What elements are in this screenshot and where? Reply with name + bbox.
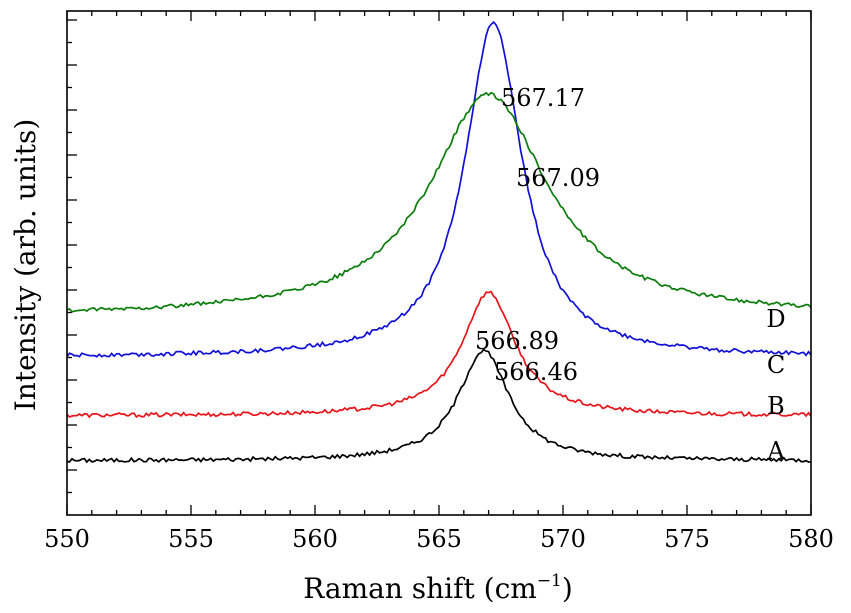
series-label-a: A [766,437,785,465]
x-tick-label: 575 [664,525,710,553]
series-a-line [66,348,812,464]
series-layer [66,20,812,464]
x-tick-label: 580 [788,525,834,553]
y-axis-label: Intensity (arb. units) [9,119,42,412]
peak-label-d: 567.09 [516,164,600,192]
series-label-c: C [767,351,785,379]
series-d-line [66,91,812,313]
x-tick-label: 555 [168,525,214,553]
peak-label-a: 566.46 [494,358,578,386]
x-tick-label: 560 [292,525,338,553]
x-tick-label: 570 [540,525,586,553]
series-label-d: D [766,305,785,333]
plot-frame [66,10,812,516]
x-axis-label: Raman shift (cm−1) [303,571,573,605]
series-label-b: B [767,392,785,420]
x-tick-label: 565 [416,525,462,553]
annotations: 566.46 A 566.89 B 567.17 C 567.09 D [475,84,786,465]
series-c-line [66,20,812,358]
peak-label-c: 567.17 [501,84,585,112]
x-tick-label: 550 [44,525,90,553]
x-tick-labels: 550 555 560 565 570 575 580 [44,525,834,553]
peak-label-b: 566.89 [475,327,559,355]
series-b-line [66,290,812,419]
